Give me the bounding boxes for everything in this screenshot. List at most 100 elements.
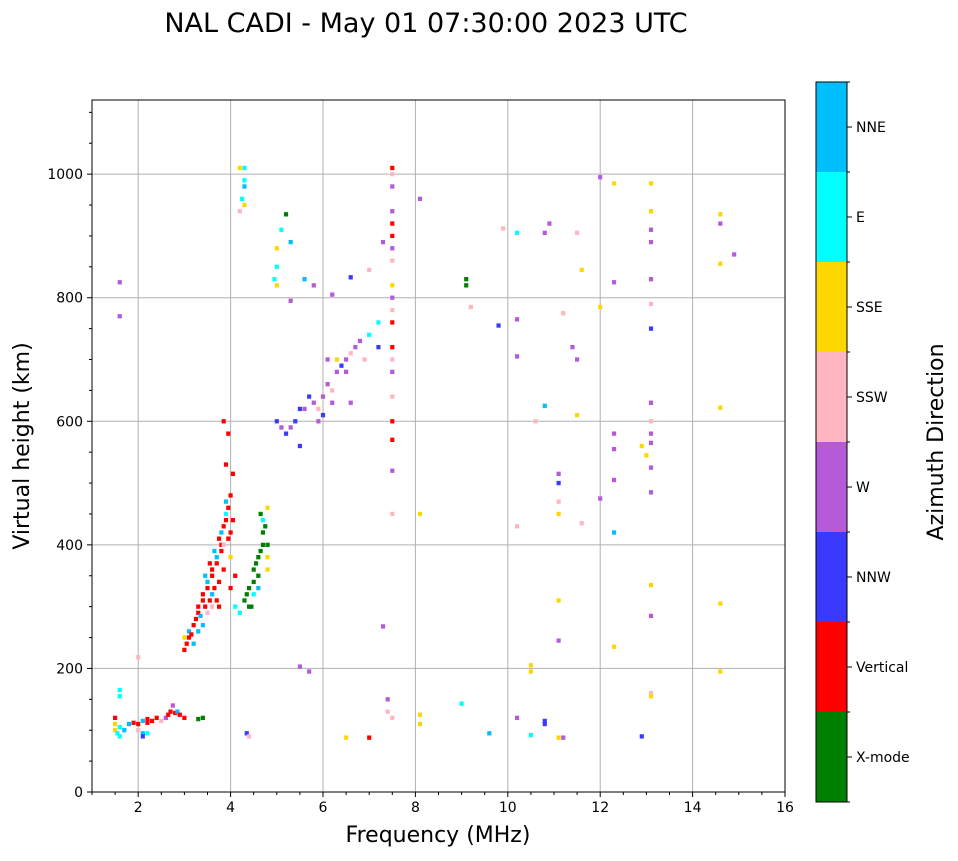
point-x-mode bbox=[256, 573, 261, 578]
point-vertical bbox=[214, 598, 219, 603]
point-ssw bbox=[316, 406, 321, 412]
point-e bbox=[260, 517, 266, 523]
point-w bbox=[380, 624, 386, 629]
point-x-mode bbox=[200, 715, 205, 721]
point-nne bbox=[288, 239, 293, 245]
colorbar-band-e bbox=[816, 172, 847, 262]
point-sse bbox=[718, 669, 723, 674]
point-ssw bbox=[575, 230, 580, 236]
point-w bbox=[561, 735, 566, 740]
point-sse bbox=[113, 721, 118, 727]
point-nnw bbox=[307, 394, 312, 399]
point-vertical bbox=[166, 712, 171, 717]
point-e bbox=[237, 610, 242, 615]
colorbar-tick-label: SSE bbox=[856, 300, 883, 316]
colorbar-tick-label: NNE bbox=[856, 120, 886, 136]
point-w bbox=[348, 400, 353, 405]
point-nne bbox=[223, 499, 229, 504]
point-nnw bbox=[283, 431, 289, 436]
point-sse bbox=[718, 212, 723, 217]
point-w bbox=[279, 425, 284, 430]
point-nnw bbox=[274, 419, 279, 424]
point-vertical bbox=[233, 573, 238, 578]
point-vertical bbox=[390, 320, 395, 325]
point-ssw bbox=[648, 419, 654, 424]
point-vertical bbox=[216, 604, 222, 609]
point-sse bbox=[228, 555, 233, 560]
point-nnw bbox=[339, 363, 344, 368]
point-w bbox=[598, 496, 603, 501]
point-vertical bbox=[226, 536, 231, 541]
point-nne bbox=[256, 585, 261, 591]
plot-frame bbox=[91, 99, 786, 793]
point-e bbox=[242, 178, 247, 183]
point-w bbox=[718, 221, 723, 226]
point-e bbox=[514, 230, 520, 236]
point-nnw bbox=[297, 406, 302, 412]
x-tick-label: 4 bbox=[226, 800, 235, 816]
colorbar-tick-label: E bbox=[856, 210, 865, 226]
point-vertical bbox=[390, 419, 395, 424]
point-ssw bbox=[648, 690, 654, 696]
point-vertical bbox=[131, 720, 136, 725]
point-x-mode bbox=[464, 283, 469, 288]
point-nne bbox=[205, 579, 210, 585]
point-vertical bbox=[226, 505, 231, 510]
point-vertical bbox=[221, 524, 226, 529]
point-nne bbox=[122, 728, 127, 733]
chart-title: NAL CADI - May 01 07:30:00 2023 UTC bbox=[164, 8, 687, 39]
point-nnw bbox=[648, 326, 654, 331]
point-e bbox=[145, 731, 150, 736]
point-sse bbox=[528, 669, 533, 674]
point-w bbox=[732, 252, 737, 257]
x-axis-label: Frequency (MHz) bbox=[346, 823, 531, 848]
point-w bbox=[385, 697, 390, 702]
colorbar-band-sse bbox=[816, 262, 847, 352]
point-nnw bbox=[542, 721, 547, 727]
point-w bbox=[380, 239, 386, 245]
x-tick-label: 16 bbox=[776, 800, 794, 816]
point-w bbox=[648, 277, 654, 282]
point-sse bbox=[344, 735, 349, 740]
point-sse bbox=[417, 712, 423, 717]
grid bbox=[92, 100, 785, 792]
point-w bbox=[117, 280, 122, 285]
y-axis-ticks: 0 200 400 600 800 1000 bbox=[47, 111, 92, 801]
point-w bbox=[648, 613, 654, 619]
point-e bbox=[240, 196, 245, 202]
point-vertical bbox=[184, 641, 189, 646]
point-x-mode bbox=[196, 716, 201, 722]
point-sse bbox=[182, 635, 187, 640]
point-nne bbox=[191, 641, 196, 646]
point-vertical bbox=[196, 604, 201, 609]
point-w bbox=[170, 703, 175, 708]
x-tick-label: 6 bbox=[319, 800, 328, 816]
point-vertical bbox=[210, 573, 215, 578]
point-e bbox=[459, 701, 464, 706]
point-vertical bbox=[200, 598, 205, 603]
point-w bbox=[648, 465, 654, 470]
point-sse bbox=[556, 511, 561, 517]
point-nnw bbox=[320, 412, 326, 418]
point-w bbox=[542, 230, 547, 236]
point-vertical bbox=[230, 517, 235, 523]
point-ssw bbox=[159, 718, 164, 724]
point-nne bbox=[140, 731, 145, 736]
point-w bbox=[390, 209, 395, 214]
point-e bbox=[117, 687, 122, 693]
point-vertical bbox=[216, 579, 222, 585]
point-vertical bbox=[221, 419, 226, 424]
point-vertical bbox=[203, 604, 208, 609]
point-w bbox=[288, 298, 293, 303]
point-w bbox=[417, 196, 423, 202]
point-e bbox=[233, 604, 238, 609]
y-tick-label: 200 bbox=[56, 661, 83, 677]
point-sse bbox=[556, 598, 561, 603]
point-w bbox=[325, 357, 330, 362]
y-tick-label: 1000 bbox=[47, 167, 83, 183]
point-vertical bbox=[223, 517, 229, 523]
point-ssw bbox=[561, 310, 566, 316]
point-vertical bbox=[191, 623, 196, 628]
y-tick-label: 600 bbox=[56, 414, 83, 430]
point-e bbox=[367, 332, 372, 337]
